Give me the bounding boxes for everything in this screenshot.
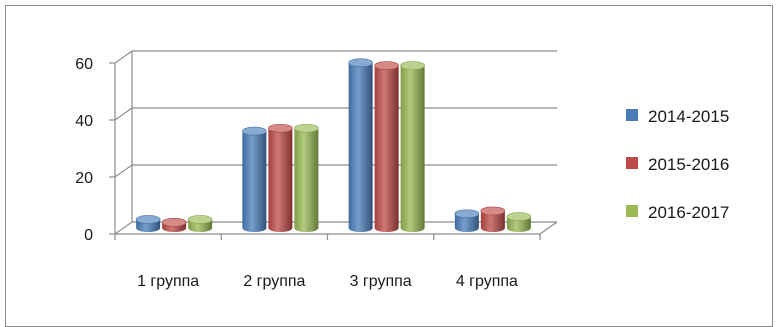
y-tick-label: 60	[75, 56, 93, 73]
bar	[480, 206, 506, 232]
bar	[506, 212, 532, 232]
bar	[374, 61, 399, 232]
gridline	[114, 107, 557, 121]
legend-item: 2015-2016	[626, 155, 729, 174]
gridlines	[114, 50, 557, 235]
x-axis-labels: 1 группа 2 группа 3 группа 4 группа	[114, 234, 541, 290]
floor-edge	[539, 221, 558, 235]
bar	[242, 126, 267, 232]
x-tick-label: 2 группа	[243, 273, 305, 290]
gridline	[114, 50, 557, 64]
bar	[187, 215, 213, 232]
bar	[348, 58, 373, 233]
bar	[400, 61, 425, 232]
legend: 2014-2015 2015-2016 2016-2017	[626, 107, 729, 222]
bar-chart: 0 20 40 60 1 группа 2 группа 3 группа 4 группа…	[75, 50, 729, 290]
legend-item: 2016-2017	[626, 203, 729, 222]
legend-item: 2014-2015	[626, 107, 729, 126]
legend-label: 2015-2016	[648, 155, 729, 174]
y-axis: 0 20 40 60	[75, 56, 558, 244]
y-tick-label: 40	[75, 113, 93, 130]
legend-swatch	[626, 109, 638, 121]
bar	[268, 123, 293, 232]
bar	[294, 123, 319, 232]
legend-label: 2016-2017	[648, 203, 729, 222]
gridline	[114, 164, 557, 178]
bar	[454, 209, 480, 232]
x-tick-label: 3 группа	[350, 273, 412, 290]
legend-swatch	[626, 205, 638, 217]
y-tick-label: 20	[75, 170, 93, 187]
legend-swatch	[626, 157, 638, 169]
y-tick-label: 0	[84, 227, 93, 244]
bar	[161, 218, 187, 232]
bar	[135, 215, 161, 232]
legend-label: 2014-2015	[648, 107, 729, 126]
bars	[135, 58, 532, 233]
x-tick-label: 4 группа	[456, 273, 518, 290]
x-tick-label: 1 группа	[137, 273, 199, 290]
